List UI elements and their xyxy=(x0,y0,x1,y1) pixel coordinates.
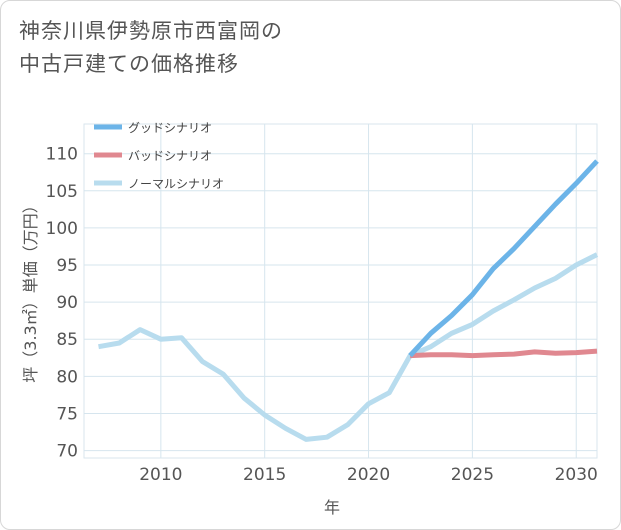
y-tick-label: 100 xyxy=(46,219,78,239)
y-tick-label: 110 xyxy=(46,145,78,165)
x-tick-label: 2030 xyxy=(555,465,598,485)
x-tick-label: 2020 xyxy=(347,465,390,485)
series-line-1 xyxy=(410,348,598,359)
series-line-0 xyxy=(408,159,599,358)
plot-area xyxy=(83,123,598,459)
series-lines xyxy=(98,159,599,442)
x-tick-label: 2025 xyxy=(451,465,494,485)
title-line-1: 神奈川県伊勢原市西富岡の xyxy=(19,19,283,43)
x-axis-label: 年 xyxy=(324,498,340,517)
title-line-2: 中古戸建ての価格推移 xyxy=(19,52,239,76)
y-tick-label: 80 xyxy=(56,367,78,387)
legend-label: グッドシナリオ xyxy=(128,121,212,135)
y-axis-label: 坪（3.3㎡）単価（万円） xyxy=(21,197,40,382)
x-tick-label: 2015 xyxy=(243,465,286,485)
grid xyxy=(83,123,598,459)
y-tick-label: 75 xyxy=(56,404,78,424)
tick-labels: 70 75 80 85 90 95 100 105 110 2010 2015 2020 2025 203… xyxy=(46,145,598,485)
x-tick-label: 2010 xyxy=(139,465,182,485)
y-tick-label: 85 xyxy=(56,330,78,350)
y-tick-label: 70 xyxy=(56,442,78,462)
y-tick-label: 95 xyxy=(56,256,78,276)
legend-label: バッドシナリオ xyxy=(128,149,212,163)
series-line-2 xyxy=(98,252,599,442)
y-tick-label: 105 xyxy=(46,182,78,202)
legend-label: ノーマルシナリオ xyxy=(128,177,224,191)
chart-title: 神奈川県伊勢原市西富岡の 中古戸建ての価格推移 xyxy=(19,15,283,81)
y-tick-label: 90 xyxy=(56,293,78,313)
